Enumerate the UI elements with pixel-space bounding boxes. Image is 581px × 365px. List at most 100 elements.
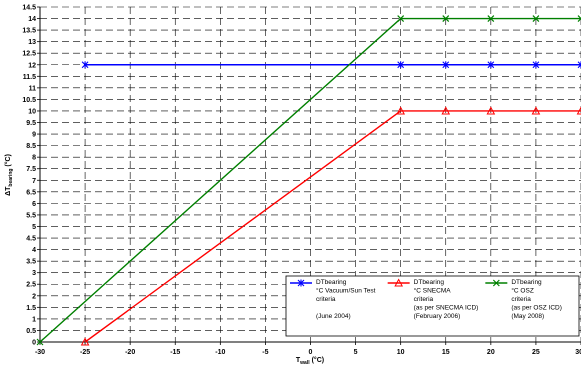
legend-label: DTbearing: [414, 279, 445, 286]
marker-x: [397, 15, 405, 22]
legend-label: criteria: [414, 296, 434, 303]
legend-label: criteria: [511, 296, 531, 303]
legend: DTbearing°C Vacuum/Sun Testcriteria(June…: [285, 275, 580, 337]
marker-star: [442, 61, 450, 69]
marker-star: [487, 61, 495, 69]
y-tick-label: 10.5: [22, 97, 36, 104]
x-tick-label: 15: [442, 349, 450, 356]
y-axis-label-main: ΔT: [5, 186, 12, 196]
x-tick-label: 30: [575, 349, 581, 356]
y-tick-label: 8.5: [26, 143, 36, 150]
x-tick-label: -10: [215, 349, 225, 356]
y-tick-label: 3.5: [26, 259, 36, 266]
y-tick-label: 12.5: [22, 51, 36, 58]
y-tick-label: 5: [32, 224, 36, 231]
marker-triangle: [486, 106, 496, 115]
y-tick-label: 4.5: [26, 236, 36, 243]
marker-triangle: [441, 106, 451, 115]
marker-star: [297, 279, 305, 287]
series-line: [84, 110, 581, 343]
marker-triangle: [531, 106, 541, 115]
series-line: [39, 17, 581, 343]
y-tick-label: 11.5: [23, 74, 36, 81]
series-3: [36, 15, 581, 346]
marker-x: [577, 15, 581, 22]
x-tick-label: 0: [309, 349, 313, 356]
series-layer: [36, 15, 581, 346]
y-axis-label-unit: (°C): [4, 154, 12, 168]
y-tick-label: 2: [32, 293, 36, 300]
y-tick-label: 11: [29, 85, 37, 92]
marker-triangle: [80, 337, 90, 346]
y-tick-label: 0: [32, 340, 36, 347]
y-tick-label: 12: [28, 62, 36, 69]
legend-label: °C OSZ: [511, 287, 533, 295]
x-tick-label: -20: [125, 349, 135, 356]
grid: [40, 6, 581, 342]
y-tick-label: 8: [32, 155, 36, 162]
marker-x: [492, 279, 500, 287]
legend-label: (February 2006): [414, 313, 461, 320]
y-tick-label: 0.5: [26, 328, 36, 335]
marker-triangle: [576, 106, 581, 115]
y-tick-label: 7.5: [26, 166, 36, 173]
x-axis-label-unit: (°C): [310, 356, 324, 364]
marker-x: [487, 15, 495, 22]
marker-star: [81, 61, 89, 69]
marker-star: [397, 61, 405, 69]
y-tick-label: 9.5: [26, 120, 36, 127]
x-tick-label: 5: [354, 349, 358, 356]
x-axis-label-main: T: [296, 357, 301, 364]
marker-triangle: [396, 106, 406, 115]
x-axis-label-sub: wall: [299, 360, 310, 365]
y-tick-label: 7: [32, 178, 36, 185]
x-tick-labels: -30 -25 -20 -15 -10 -5 0 5 10 15 20 25 30: [35, 342, 581, 356]
x-axis-label: Twall (°C): [296, 356, 324, 365]
y-axis-label: ΔTbearing (°C): [4, 154, 14, 196]
marker-star: [532, 61, 540, 69]
legend-label: (as per OSZ ICD): [511, 305, 562, 312]
marker-x: [532, 15, 540, 22]
legend-label: DTbearing: [316, 279, 347, 286]
y-tick-label: 13.5: [22, 28, 36, 35]
marker-x: [442, 15, 450, 22]
y-tick-label: 3: [32, 270, 36, 277]
x-tick-label: -5: [262, 349, 268, 356]
y-tick-label: 1.5: [26, 305, 36, 312]
y-axis-label-sub: bearing: [8, 169, 14, 187]
y-tick-label: 5.5: [26, 212, 36, 219]
y-tick-label: 4: [32, 247, 36, 254]
legend-label: DTbearing: [511, 279, 542, 286]
legend-box: [285, 275, 580, 337]
y-tick-label: 6.5: [26, 189, 36, 196]
marker-x: [36, 338, 44, 346]
y-tick-label: 14: [28, 16, 36, 23]
legend-label: °C SNECMA: [414, 287, 452, 295]
y-tick-label: 9: [32, 132, 36, 139]
legend-label: (May 2008): [511, 313, 544, 320]
series-2: [80, 106, 581, 346]
legend-label: (as per SNECMA ICD): [414, 305, 479, 312]
series-1: [81, 61, 581, 69]
legend-label: (June 2004): [316, 313, 351, 320]
marker-star: [577, 61, 581, 69]
y-tick-labels: 0 0.5 11.5 2 2.5 3 3.5 4 4.5 5 5.5 6 6.5 7 7.5 8 8.5 9 9.5…: [22, 5, 40, 347]
legend-label: criteria: [316, 296, 336, 303]
x-tick-label: 25: [532, 349, 540, 356]
x-tick-label: 10: [397, 349, 405, 356]
y-tick-label: 10: [28, 108, 36, 115]
marker-triangle: [394, 278, 404, 287]
x-tick-label: 20: [487, 349, 495, 356]
y-tick-label: 14.5: [22, 5, 36, 12]
x-tick-label: -30: [35, 349, 45, 356]
y-tick-label: 2.5: [26, 282, 36, 289]
legend-label: °C Vacuum/Sun Test: [316, 287, 376, 295]
y-tick-label: 6: [32, 201, 36, 208]
x-tick-label: -25: [80, 349, 90, 356]
y-tick-label: 13: [28, 39, 36, 46]
x-tick-label: -15: [170, 349, 180, 356]
